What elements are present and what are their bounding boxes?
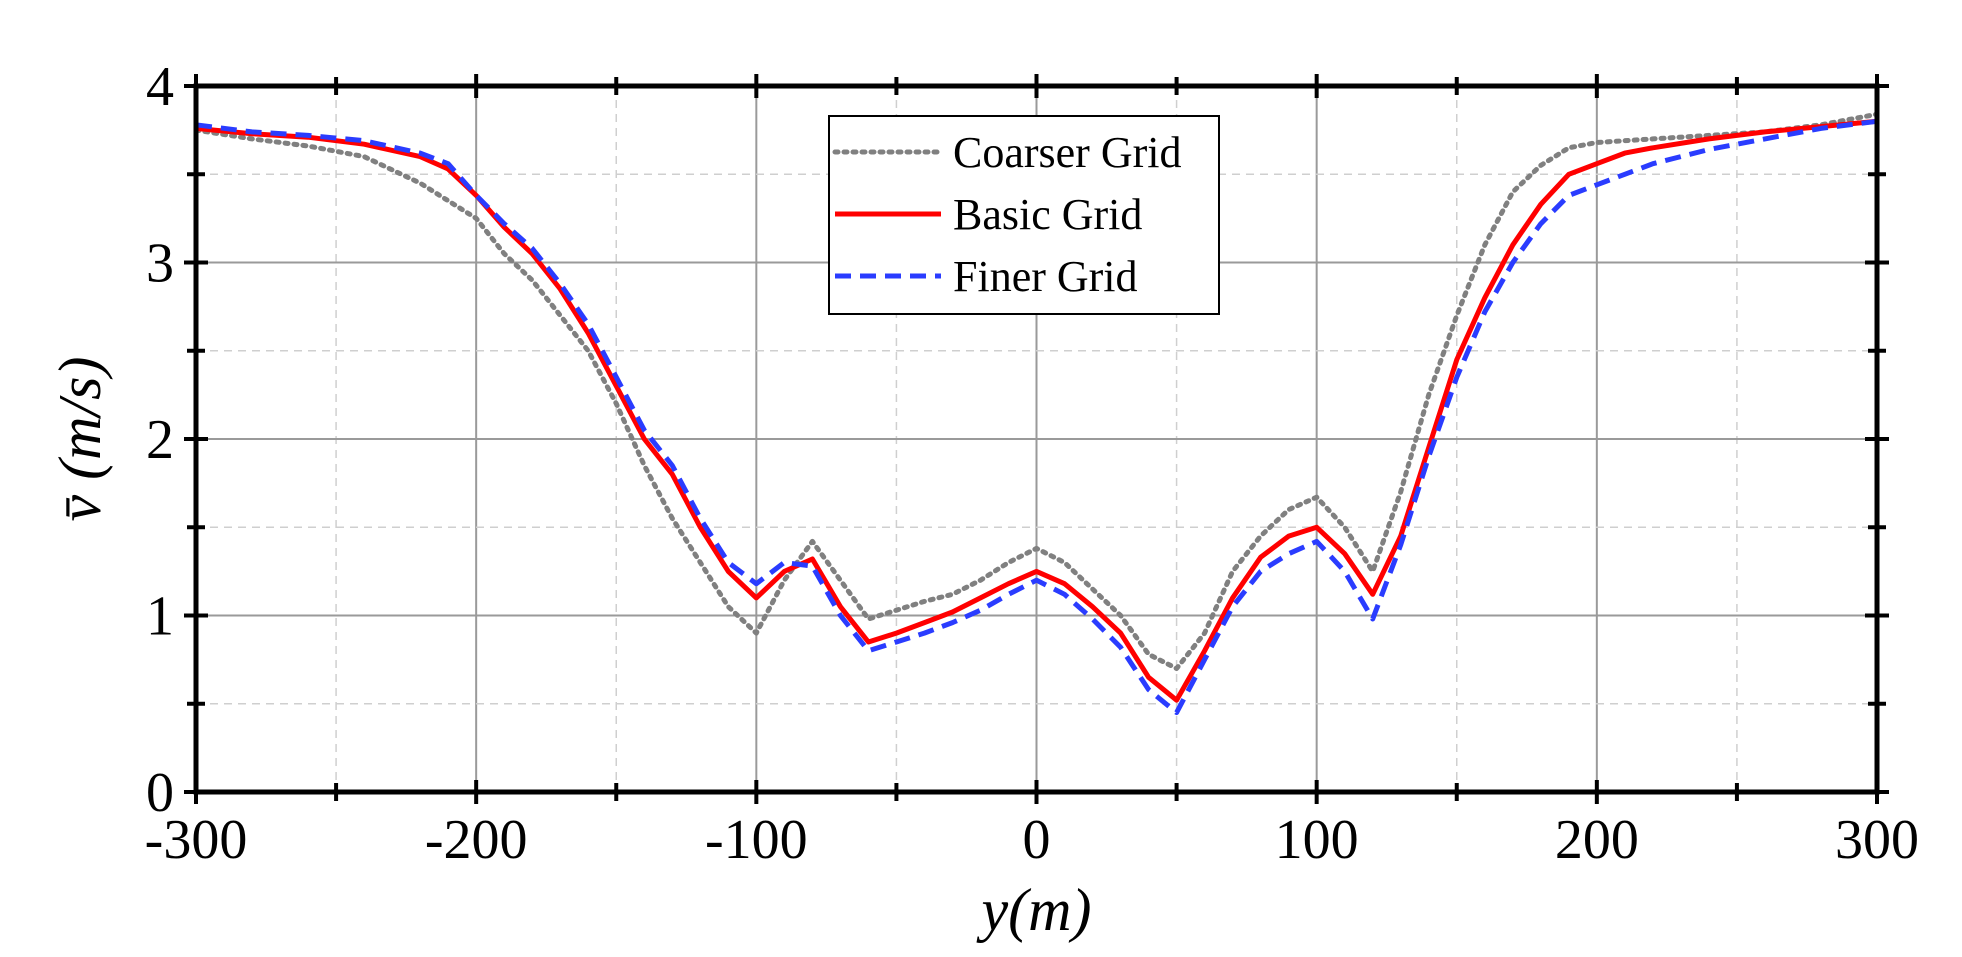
series-line-coarser-grid [193, 111, 1880, 671]
legend-label-basic-grid: Basic Grid [953, 190, 1142, 239]
x-axis-title: y(m) [976, 877, 1092, 943]
x-tick-label: -300 [145, 809, 248, 871]
legend-label-coarser-grid: Coarser Grid [953, 128, 1182, 177]
x-tick-label: 0 [1023, 809, 1051, 871]
legend: Coarser Grid Basic Grid Finer Grid [828, 115, 1220, 315]
y-tick-label: 4 [146, 56, 174, 118]
legend-label-finer-grid: Finer Grid [953, 252, 1138, 301]
tick-layer [184, 74, 1889, 804]
series-line-finer-grid [195, 118, 1878, 716]
series-layer [193, 111, 1880, 716]
x-tick-label: 200 [1555, 809, 1639, 871]
x-tick-label: -100 [705, 809, 808, 871]
y-tick-label: 0 [146, 762, 174, 824]
series-line-basic-grid [195, 118, 1878, 703]
y-tick-label: 2 [146, 409, 174, 471]
x-tick-label: 300 [1835, 809, 1919, 871]
y-tick-label: 1 [146, 586, 174, 648]
label-layer: -300 -200 -100 0 100 200 300 0 1 2 3 4 [145, 56, 1919, 871]
x-tick-label: 100 [1275, 809, 1359, 871]
y-axis-title: v̄ (m/s) [47, 357, 113, 522]
y-tick-label: 3 [146, 233, 174, 295]
x-tick-label: -200 [425, 809, 528, 871]
